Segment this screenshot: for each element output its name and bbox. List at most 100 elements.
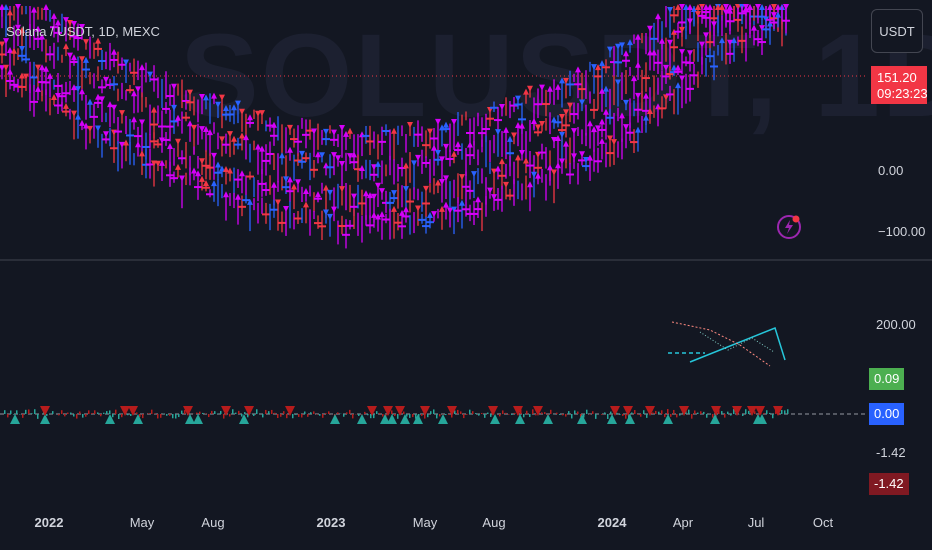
histogram-bar <box>430 411 432 414</box>
signal-arrow-up <box>627 39 633 46</box>
signal-dash <box>170 120 178 123</box>
signal-dash <box>662 75 670 78</box>
indicator-arrow-up <box>710 414 720 424</box>
signal-dash <box>302 157 310 160</box>
signal-arrow-down <box>527 85 533 92</box>
histogram-bar <box>211 410 213 414</box>
signal-arrow-down <box>711 21 717 28</box>
signal-arrow-down <box>511 132 517 139</box>
signal-arrow-up <box>599 137 605 144</box>
signal-arrow-up <box>71 84 77 91</box>
signal-dash <box>466 154 474 157</box>
histogram-bar <box>673 409 675 414</box>
indicator-arrow-up <box>133 414 143 424</box>
signal-arrow-up <box>719 37 725 44</box>
signal-dash <box>654 61 662 64</box>
histogram-bar <box>781 409 783 414</box>
histogram-bar <box>208 414 210 418</box>
histogram-bar <box>10 410 12 414</box>
indicator-arrow-up <box>515 414 525 424</box>
signal-arrow-up <box>747 4 753 10</box>
signal-arrow-up <box>731 37 737 44</box>
histogram-bar <box>505 412 507 414</box>
symbol-title[interactable]: Solana / USDT, 1D, MEXC <box>6 24 160 39</box>
signal-dash <box>142 145 150 148</box>
signal-arrow-down <box>615 43 621 50</box>
pane-separator[interactable] <box>0 259 932 261</box>
histogram-bar <box>283 411 285 414</box>
histogram-bar <box>268 411 270 414</box>
signal-dash <box>206 193 214 196</box>
signal-arrow-up <box>563 140 569 147</box>
signal-dash <box>18 85 26 88</box>
histogram-bar <box>499 414 501 417</box>
signal-dash <box>466 131 474 134</box>
histogram-bar <box>772 414 774 419</box>
histogram-bar <box>535 414 537 416</box>
signal-arrow-up <box>243 134 249 141</box>
lightning-icon[interactable] <box>776 214 802 240</box>
histogram-bar <box>622 414 624 416</box>
histogram-bar <box>46 414 48 416</box>
signal-dash <box>558 129 566 132</box>
signal-arrow-up <box>195 170 201 177</box>
signal-arrow-up <box>551 116 557 123</box>
signal-arrow-down <box>579 99 585 106</box>
signal-dash <box>434 158 442 161</box>
signal-arrow-down <box>503 181 509 188</box>
signal-arrow-up <box>347 127 353 134</box>
histogram-bar <box>529 414 531 417</box>
histogram-bar <box>184 410 186 414</box>
histogram-bar <box>526 410 528 414</box>
histogram-bar <box>295 414 297 415</box>
signal-arrow-down <box>491 168 497 175</box>
signal-arrow-down <box>119 110 125 117</box>
signal-dash <box>330 138 338 141</box>
signal-dash <box>234 178 242 181</box>
histogram-bar <box>583 414 585 418</box>
signal-dash <box>634 108 642 111</box>
histogram-bar <box>160 414 162 418</box>
indicator-arrow-down <box>610 406 620 416</box>
indicator-arrow-down <box>645 406 655 416</box>
signal-arrow-down <box>23 73 29 80</box>
signal-dash <box>322 138 330 141</box>
signal-arrow-up <box>291 183 297 190</box>
signal-arrow-up <box>7 68 13 75</box>
signal-arrow-up <box>379 211 385 218</box>
signal-arrow-down <box>35 64 41 71</box>
histogram-bar <box>277 414 279 419</box>
signal-arrow-down <box>491 194 497 201</box>
signal-dash <box>594 75 602 78</box>
signal-dash <box>594 160 602 163</box>
signal-arrow-down <box>615 79 621 86</box>
signal-arrow-up <box>635 126 641 133</box>
main-price-pane[interactable] <box>0 0 932 260</box>
histogram-bar <box>616 412 618 414</box>
histogram-bar <box>445 414 447 416</box>
signal-arrow-down <box>679 4 685 10</box>
signal-arrow-up <box>443 121 449 128</box>
signal-dash <box>262 213 270 216</box>
signal-dash <box>642 109 650 112</box>
histogram-bar <box>262 414 264 418</box>
signal-arrow-up <box>675 64 681 71</box>
signal-dash <box>110 147 118 150</box>
signal-arrow-down <box>135 86 141 93</box>
currency-button[interactable]: USDT <box>871 9 923 53</box>
signal-dash <box>214 171 222 174</box>
signal-arrow-down <box>3 64 9 71</box>
signal-arrow-down <box>147 71 153 78</box>
signal-arrow-up <box>367 192 373 199</box>
signal-arrow-down <box>171 104 177 111</box>
indicator-arrow-down <box>679 406 689 416</box>
signal-arrow-down <box>3 38 9 45</box>
signal-arrow-up <box>759 4 765 10</box>
histogram-bar <box>775 409 777 414</box>
signal-arrow-up <box>39 33 45 40</box>
histogram-bar <box>787 409 789 414</box>
histogram-bar <box>67 412 69 414</box>
signal-dash <box>202 164 210 167</box>
signal-dash <box>270 134 278 137</box>
